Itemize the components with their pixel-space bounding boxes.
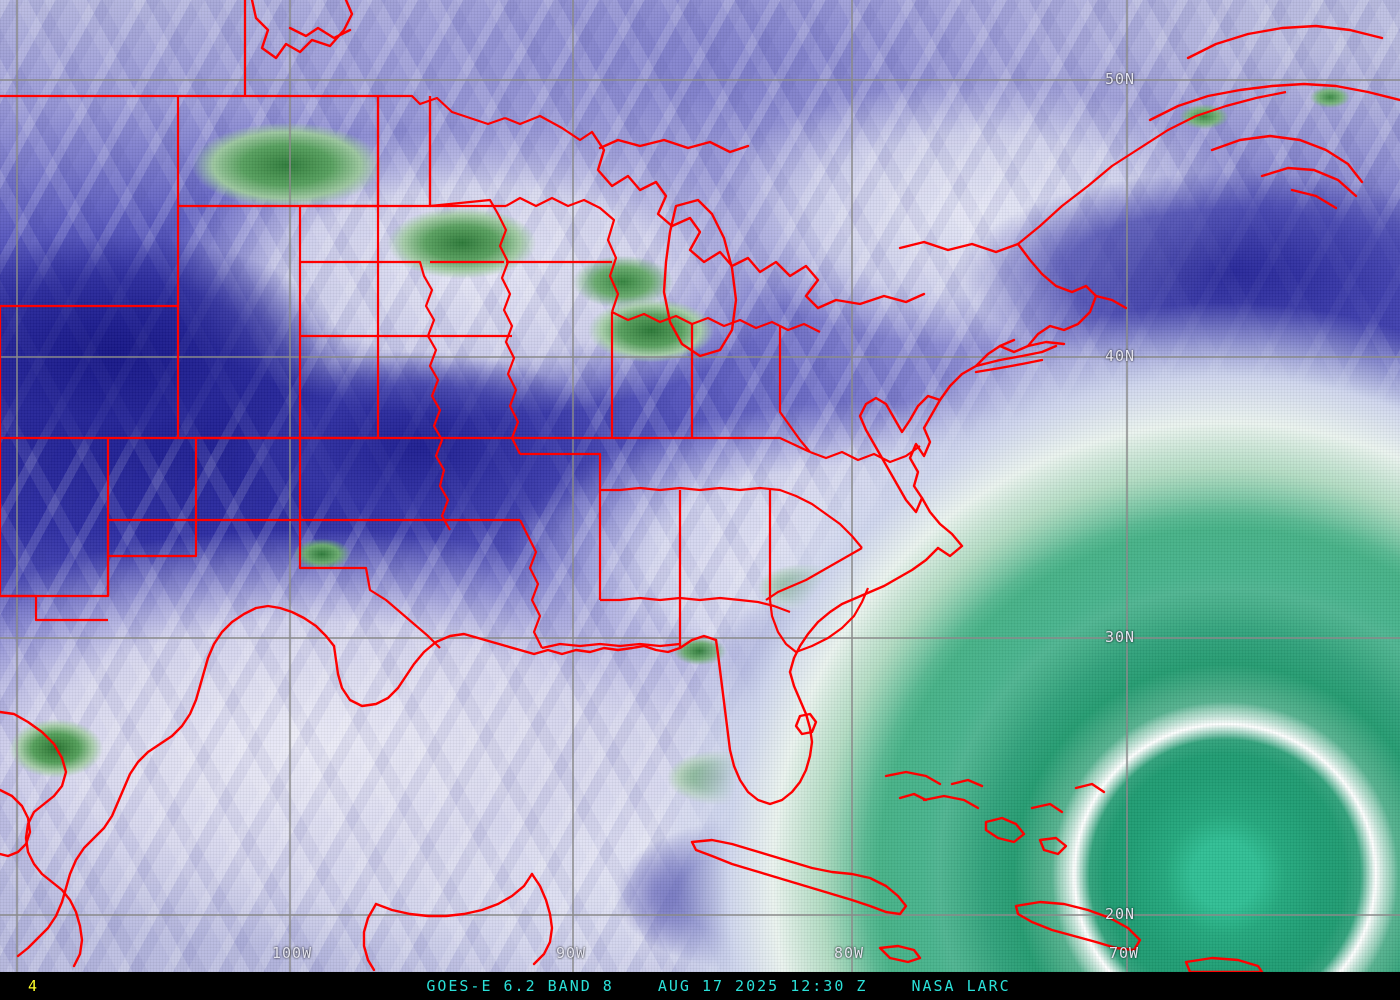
lon-label-90w: 90W [556, 944, 587, 962]
lon-label-100w: 100W [272, 944, 313, 962]
product-title-label: GOES-E 6.2 BAND 8 [426, 977, 614, 995]
hurricane-spiral-bands [0, 0, 1400, 972]
hurricane-core-layer [0, 0, 1400, 972]
lat-label-40n: 40N [1105, 347, 1136, 365]
frame-index-label: 4 [28, 977, 38, 995]
lon-label-70w: 70W [1109, 944, 1140, 962]
lat-label-20n: 20N [1105, 905, 1136, 923]
timestamp-label: AUG 17 2025 12:30 Z [657, 977, 868, 995]
lon-label-80w: 80W [834, 944, 865, 962]
lat-label-30n: 30N [1105, 628, 1136, 646]
map-overlay [0, 0, 1400, 972]
status-bar: 4 GOES-E 6.2 BAND 8 AUG 17 2025 12:30 Z … [0, 972, 1400, 1000]
satellite-imagery-canvas: 50N 40N 30N 20N 100W 90W 80W 70W [0, 0, 1400, 972]
status-bar-text-group: GOES-E 6.2 BAND 8 AUG 17 2025 12:30 Z NA… [426, 977, 1010, 995]
pixelation-texture [0, 0, 1400, 972]
coastline-boundaries [0, 0, 1400, 972]
source-label: NASA LARC [911, 977, 1011, 995]
lat-label-50n: 50N [1105, 70, 1136, 88]
